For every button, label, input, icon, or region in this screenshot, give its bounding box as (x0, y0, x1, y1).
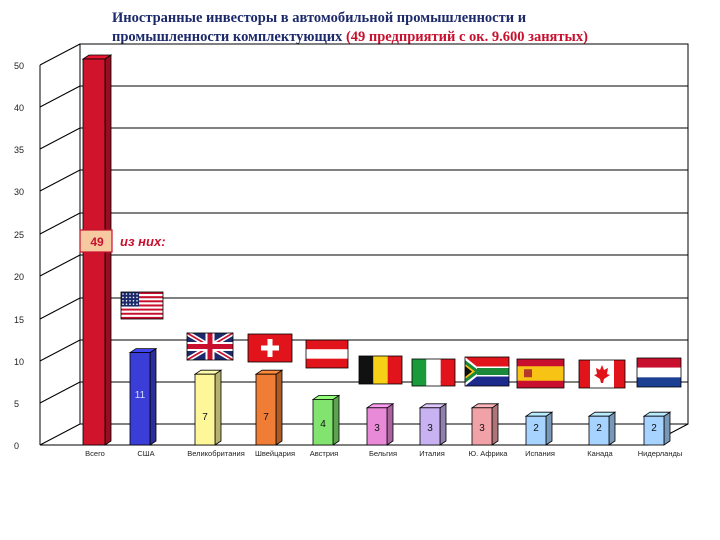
bar-side (545, 411, 553, 446)
y-tick-label: 50 (14, 61, 24, 71)
gridline-diagonal (39, 381, 81, 404)
bar-side (491, 403, 499, 446)
italy-flag-icon (411, 358, 456, 387)
gridline-diagonal (39, 43, 81, 66)
y-tick-label: 35 (14, 145, 24, 155)
y-tick-label: 10 (14, 357, 24, 367)
gridline-diagonal (39, 423, 81, 446)
y-tick-label: 15 (14, 315, 24, 325)
bar-3 (193, 369, 223, 446)
bar-side (214, 369, 222, 446)
chart-title: Иностранные инвесторы в автомобильной пр… (112, 9, 712, 47)
data-label: 4 (320, 419, 326, 430)
bar-side (439, 403, 447, 446)
category-label: Нидерланды (638, 449, 683, 458)
y-tick-label: 0 (14, 441, 19, 451)
y-tick-label: 25 (14, 230, 24, 240)
callout: 49 из них: (79, 229, 166, 253)
bar-front (366, 407, 388, 446)
bar-2 (128, 347, 158, 446)
data-label: 11 (135, 390, 146, 401)
austria-flag-icon (305, 339, 349, 369)
bar-side (149, 347, 157, 446)
category-label: Ю. Африка (469, 449, 509, 458)
data-label: 3 (427, 423, 433, 434)
bar-front (643, 415, 665, 446)
y-tick-label: 20 (14, 272, 24, 282)
canada-flag-icon (578, 359, 626, 389)
category-label: Бельгия (369, 449, 397, 458)
callout-box (79, 229, 113, 253)
bar-5 (311, 394, 341, 446)
category-label: Швейцария (255, 449, 295, 458)
data-label: 3 (479, 423, 485, 434)
data-label: 7 (263, 412, 269, 423)
bar-9 (524, 411, 554, 446)
gridline-diagonal (39, 297, 81, 320)
bar-front (419, 407, 441, 446)
category-label: Канада (587, 449, 613, 458)
gridline-diagonal (39, 212, 81, 235)
y-tick-label: 40 (14, 103, 24, 113)
category-label: Испания (525, 449, 555, 458)
bar-front (588, 415, 610, 446)
flags (120, 291, 682, 389)
bar-front (129, 352, 151, 446)
bar-side (663, 411, 671, 446)
chart-title-extra: (49 предприятий с ок. 9.600 занятых) (345, 29, 588, 45)
bar-side (275, 369, 283, 446)
callout-text: из них: (120, 234, 166, 249)
data-label: 2 (596, 423, 602, 434)
swiss-flag-icon (247, 333, 293, 363)
data-label: 7 (202, 412, 208, 423)
bar-4 (254, 369, 284, 446)
gridline-diagonal (39, 254, 81, 277)
gridline-diagonal (39, 169, 81, 192)
chart-title-line1: Иностранные инвесторы в автомобильной пр… (112, 10, 527, 26)
bar-11 (642, 411, 672, 446)
spain-flag-icon (516, 358, 565, 389)
data-label: 2 (651, 423, 657, 434)
netherlands-flag-icon (636, 357, 682, 388)
category-label: Всего (85, 449, 105, 458)
bar-front (312, 398, 334, 446)
category-label: США (137, 449, 154, 458)
gridline-diagonal (39, 127, 81, 150)
bar-6 (365, 403, 395, 446)
category-label: Италия (419, 449, 445, 458)
y-tick-labels: 0 5 10 15 20 25 30 35 40 50 (14, 61, 24, 451)
category-label: Австрия (310, 449, 339, 458)
belgium-flag-icon (358, 355, 403, 385)
bar-front (471, 407, 493, 446)
data-label: 2 (533, 423, 539, 434)
bar-10 (587, 411, 617, 446)
category-labels: Всего США Великобритания Швейцария Австрия Бе… (85, 449, 682, 458)
data-label: 3 (374, 423, 380, 434)
bar-side (332, 394, 340, 446)
bar-side (608, 411, 616, 446)
bar-front (525, 415, 547, 446)
uk-flag-icon (185, 330, 235, 363)
bar-side (386, 403, 394, 446)
bar-8 (470, 403, 500, 446)
south-africa-flag-icon (464, 356, 510, 387)
bar-front (194, 373, 216, 446)
gridline-diagonal (39, 339, 81, 362)
data-labels: 11 7 7 4 3 3 3 2 2 2 (135, 390, 657, 434)
us-flag-icon (120, 291, 164, 320)
bar-7 (418, 403, 448, 446)
category-label: Великобритания (187, 449, 245, 458)
y-tick-label: 30 (14, 187, 24, 197)
callout-value: 49 (90, 235, 104, 249)
chart-title-line2: промышленности комплектующих (112, 29, 343, 45)
bar-front (255, 373, 277, 446)
gridline-diagonal (39, 85, 81, 108)
y-tick-label: 5 (14, 399, 19, 409)
